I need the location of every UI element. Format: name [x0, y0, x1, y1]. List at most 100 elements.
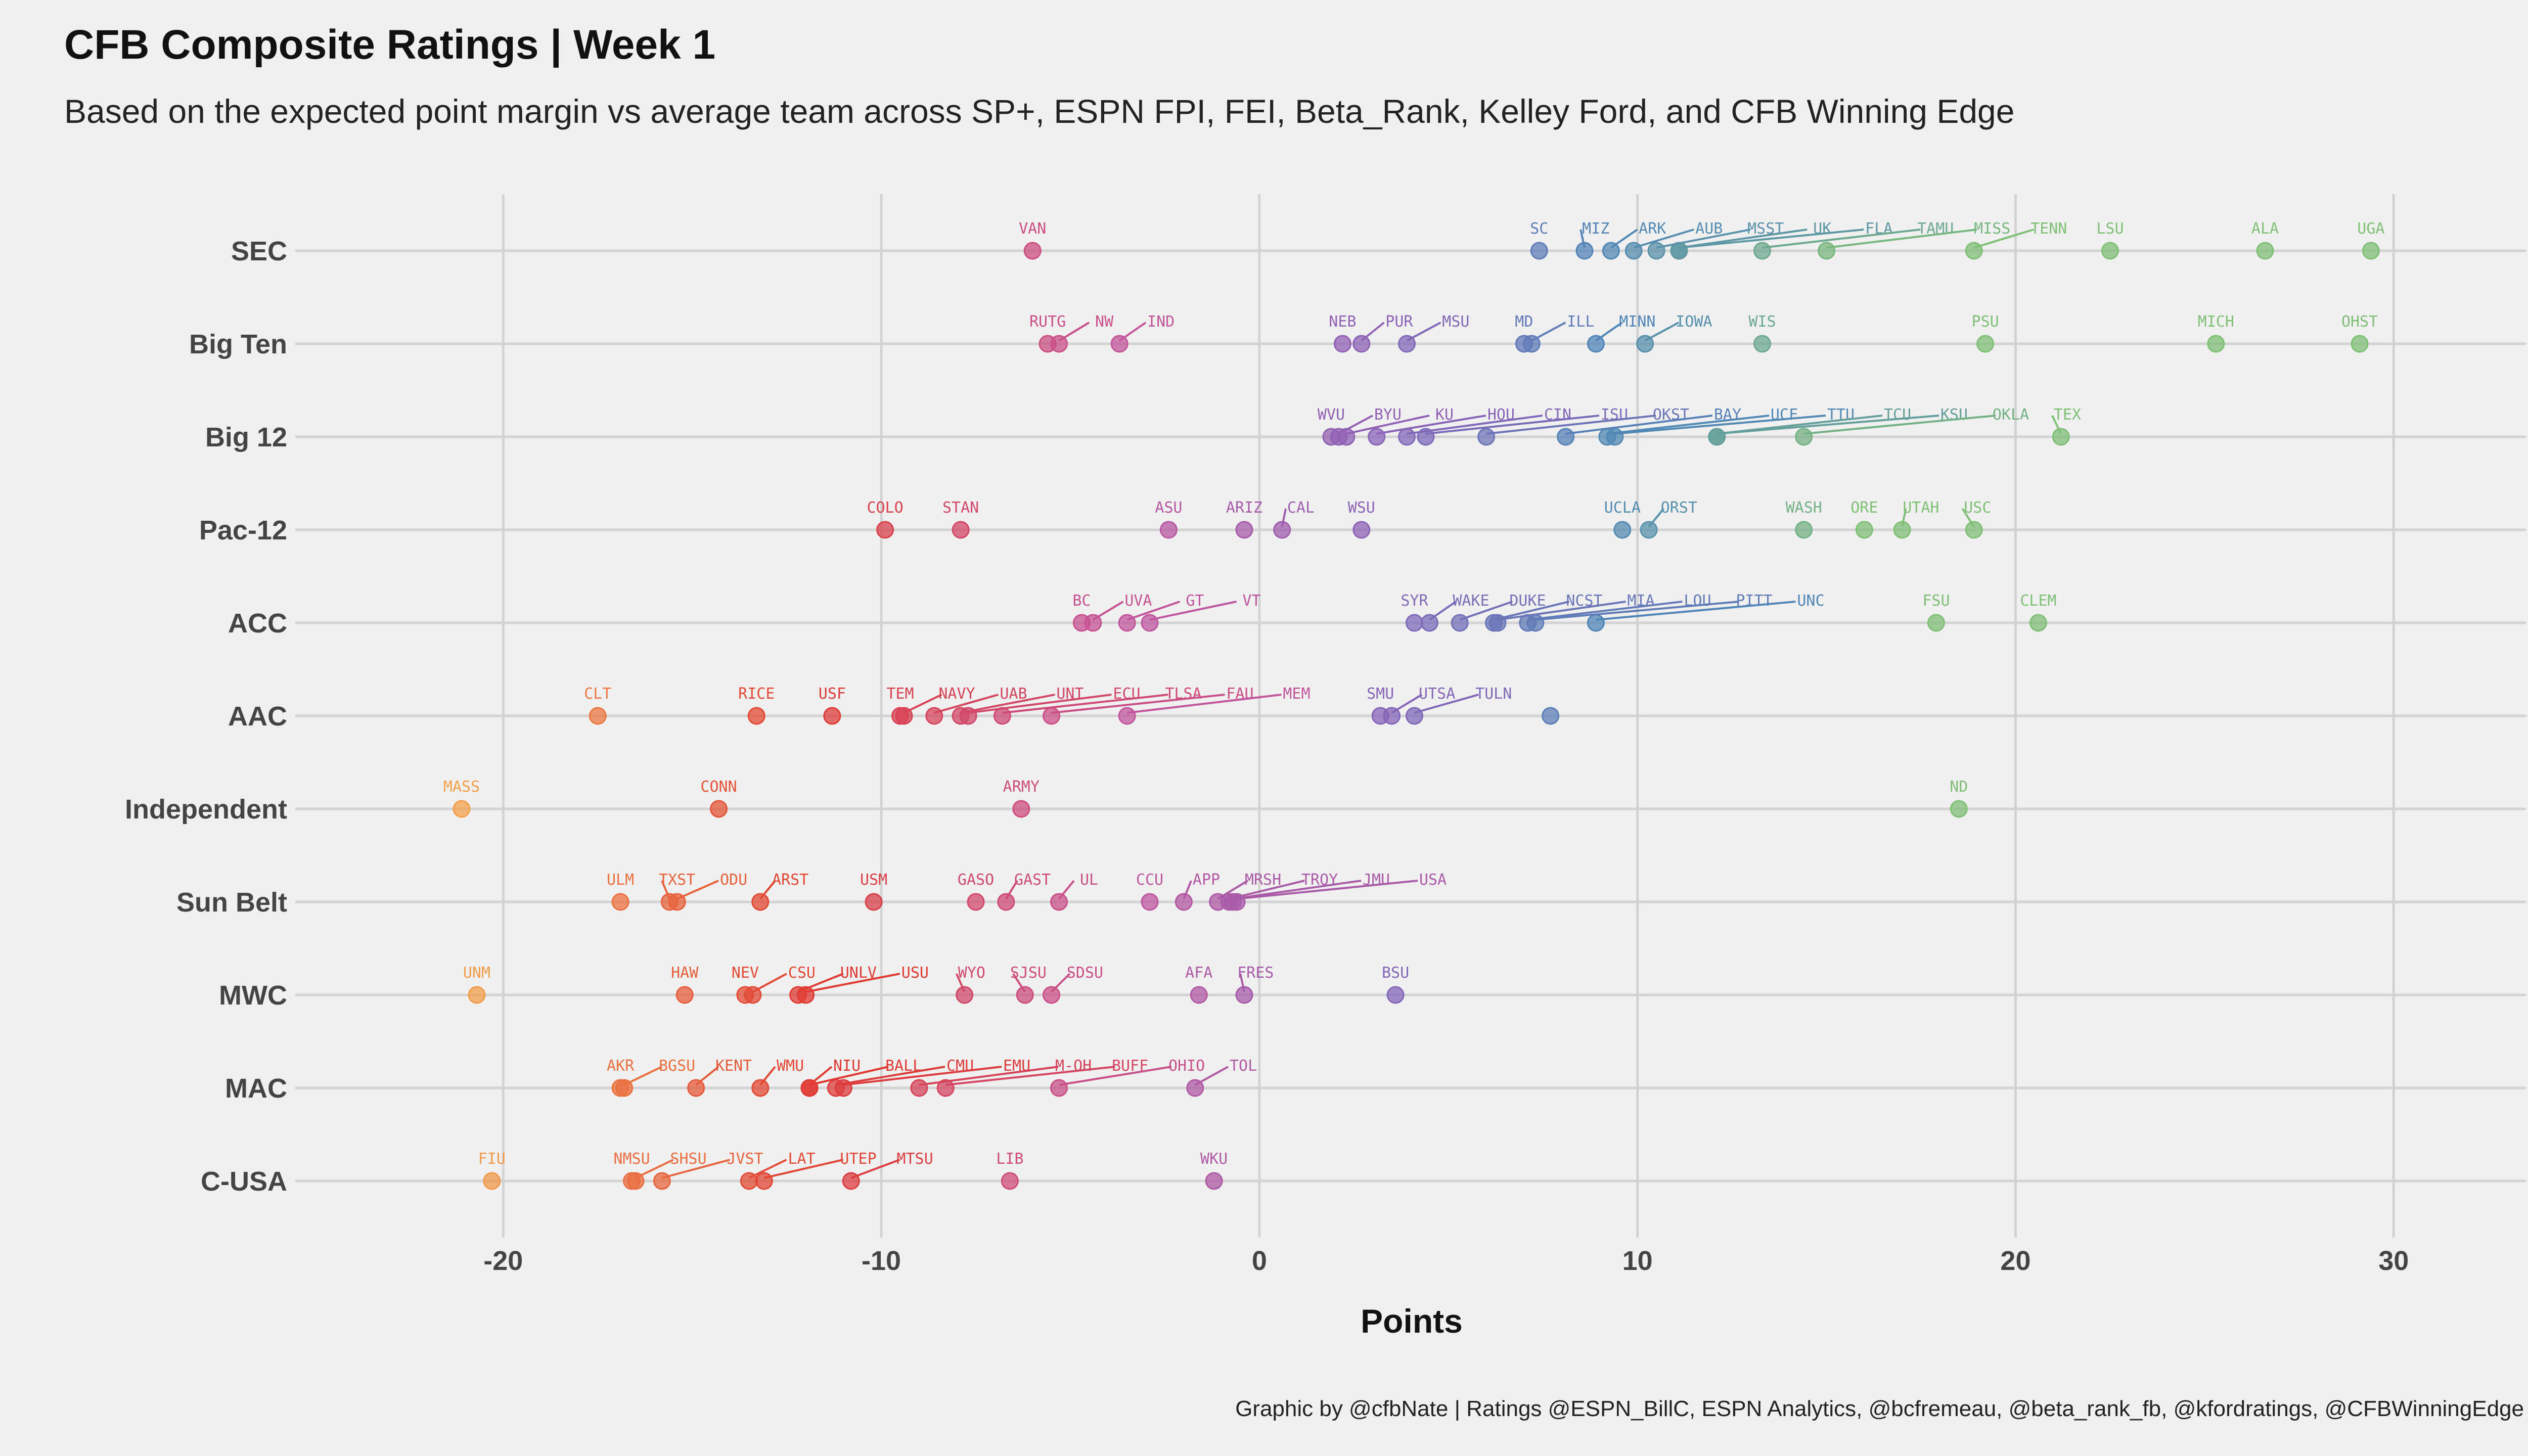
- label-connector: [850, 1159, 900, 1179]
- team-label: MD: [1515, 313, 1533, 331]
- team-label: WIS: [1748, 313, 1776, 331]
- team-label: SJSU: [1010, 964, 1047, 982]
- team-point: [1708, 428, 1726, 446]
- team-label: CAL: [1287, 499, 1315, 517]
- team-label: RICE: [738, 685, 775, 703]
- label-connector: [1596, 601, 1796, 621]
- team-label: GAST: [1014, 871, 1051, 889]
- team-label: UL: [1080, 871, 1098, 889]
- label-connector: [934, 694, 999, 714]
- team-label: AKR: [607, 1057, 635, 1075]
- team-point: [2351, 335, 2369, 353]
- label-connector: [695, 1066, 719, 1086]
- team-point: [755, 1172, 773, 1190]
- label-connector: [1233, 880, 1362, 900]
- conference-label: MAC: [225, 1073, 287, 1104]
- label-connector: [1579, 229, 1586, 248]
- team-label: SYR: [1401, 592, 1428, 610]
- label-connector: [1194, 1066, 1229, 1086]
- team-point: [1118, 707, 1136, 725]
- label-connector: [661, 1159, 731, 1179]
- team-point: [1575, 242, 1594, 260]
- x-tick-labels: -20 -10 0 10 20 30: [483, 1246, 2409, 1276]
- label-connector: [1059, 1066, 1172, 1086]
- label-connector: [1126, 694, 1282, 714]
- label-connector: [1648, 508, 1665, 528]
- team-point: [1141, 614, 1159, 632]
- team-label: TOL: [1230, 1057, 1257, 1075]
- label-connector: [1656, 229, 1751, 249]
- team-label: USA: [1419, 871, 1447, 889]
- x-tick-label: 10: [1622, 1246, 1653, 1276]
- label-connector: [1361, 322, 1385, 342]
- team-label: ARST: [772, 871, 808, 889]
- team-label: IND: [1147, 313, 1175, 331]
- label-connector: [676, 880, 719, 900]
- team-point: [1753, 242, 1771, 260]
- team-point: [2362, 242, 2380, 260]
- label-connector: [945, 1066, 1115, 1086]
- conference-label: Big 12: [205, 422, 287, 452]
- team-label: UTEP: [840, 1150, 876, 1168]
- x-tick-label: 20: [2000, 1246, 2030, 1276]
- label-connector: [1229, 880, 1305, 900]
- label-connector: [1406, 322, 1441, 342]
- team-point: [483, 1172, 501, 1190]
- label-connector: [1429, 601, 1457, 621]
- label-connector: [904, 694, 942, 714]
- team-point: [1855, 521, 1873, 539]
- team-point: [1186, 1079, 1204, 1097]
- team-point: [1526, 614, 1545, 632]
- team-point: [1530, 242, 1548, 260]
- team-label: ARK: [1639, 220, 1666, 238]
- label-connector: [1346, 415, 1430, 435]
- team-point: [2029, 614, 2047, 632]
- team-label: UVA: [1124, 592, 1152, 610]
- team-label: NW: [1095, 313, 1114, 331]
- team-point: [1647, 242, 1665, 260]
- team-point: [653, 1172, 671, 1190]
- team-point: [1522, 335, 1541, 353]
- team-point: [1337, 428, 1356, 446]
- team-label: JVST: [727, 1150, 763, 1168]
- team-label: UTAH: [1903, 499, 1939, 517]
- team-label: SHSU: [670, 1150, 706, 1168]
- team-label: DUKE: [1509, 592, 1546, 610]
- team-point: [1965, 521, 1983, 539]
- team-point: [1976, 335, 1995, 353]
- label-connector: [1565, 415, 1713, 435]
- label-connector: [1607, 415, 1770, 435]
- label-connector: [763, 1159, 843, 1179]
- team-point: [1542, 707, 1560, 725]
- team-point: [1012, 800, 1030, 818]
- conference-label: Big Ten: [189, 329, 287, 359]
- conference-labels: SEC Big Ten Big 12 Pac-12 ACC AAC Independent S…: [125, 236, 287, 1197]
- team-point: [1383, 707, 1401, 725]
- team-label: SMU: [1367, 685, 1394, 703]
- team-point: [1795, 428, 1813, 446]
- team-point: [1950, 800, 1968, 818]
- team-label: UTSA: [1419, 685, 1455, 703]
- team-point: [1333, 335, 1351, 353]
- team-point: [1602, 242, 1620, 260]
- team-label: USU: [901, 964, 929, 982]
- team-point: [468, 986, 486, 1004]
- conference-label: ACC: [228, 608, 287, 639]
- x-tick-label: 30: [2378, 1246, 2409, 1276]
- label-connector: [1239, 973, 1245, 992]
- team-point: [589, 707, 607, 725]
- team-label: MICH: [2198, 313, 2234, 331]
- label-connector: [1497, 601, 1626, 621]
- team-label: UCF: [1771, 406, 1798, 424]
- team-label: ARMY: [1003, 778, 1040, 796]
- team-point: [1352, 335, 1371, 353]
- team-point: [1050, 893, 1068, 911]
- team-label: IOWA: [1676, 313, 1712, 331]
- team-point: [1587, 614, 1605, 632]
- team-label: PUR: [1385, 313, 1413, 331]
- team-label: FRES: [1237, 964, 1274, 982]
- team-point: [1205, 1172, 1223, 1190]
- conference-label: AAC: [228, 701, 287, 732]
- label-connector: [623, 1066, 662, 1086]
- label-connector: [1002, 694, 1168, 714]
